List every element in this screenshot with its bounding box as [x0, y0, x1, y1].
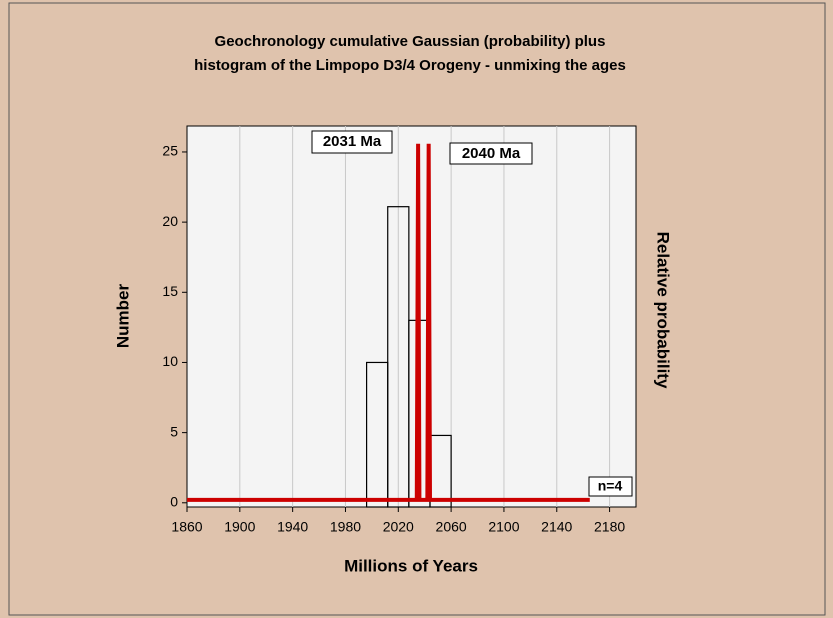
- annotation-box: [311, 130, 393, 154]
- chart-title: Geochronology cumulative Gaussian (proba…: [215, 33, 606, 50]
- frame: [8, 2, 826, 616]
- x-tick-label: 2180: [594, 519, 625, 535]
- x-axis-label: Millions of Years: [344, 556, 478, 575]
- y-tick-label: 15: [162, 283, 178, 299]
- annotation: 2031 Ma: [323, 133, 382, 150]
- y-tick-label: 20: [162, 213, 178, 229]
- annotation: n=4: [598, 478, 623, 494]
- x-tick-label: 1900: [224, 519, 255, 535]
- x-tick-label: 1940: [277, 519, 308, 535]
- y-tick-label: 0: [170, 493, 178, 509]
- y2-axis-label: Relative probability: [654, 232, 673, 389]
- y-tick-label: 5: [170, 423, 178, 439]
- y-tick-label: 10: [162, 353, 178, 369]
- x-tick-label: 2100: [488, 519, 519, 535]
- annotation-box: [588, 476, 633, 497]
- x-tick-label: 1980: [330, 519, 361, 535]
- y-axis-label: Number: [113, 284, 132, 349]
- plot-area: [186, 125, 637, 508]
- chart-subtitle: histogram of the Limpopo D3/4 Orogeny - …: [194, 57, 626, 74]
- x-tick-label: 2140: [541, 519, 572, 535]
- annotation: 2040 Ma: [462, 145, 521, 162]
- probability-curve: [187, 143, 590, 502]
- x-tick-label: 2020: [383, 519, 414, 535]
- x-tick-label: 2060: [436, 519, 467, 535]
- annotation-box: [449, 142, 533, 165]
- y-tick-label: 25: [162, 143, 178, 159]
- x-tick-label: 1860: [171, 519, 202, 535]
